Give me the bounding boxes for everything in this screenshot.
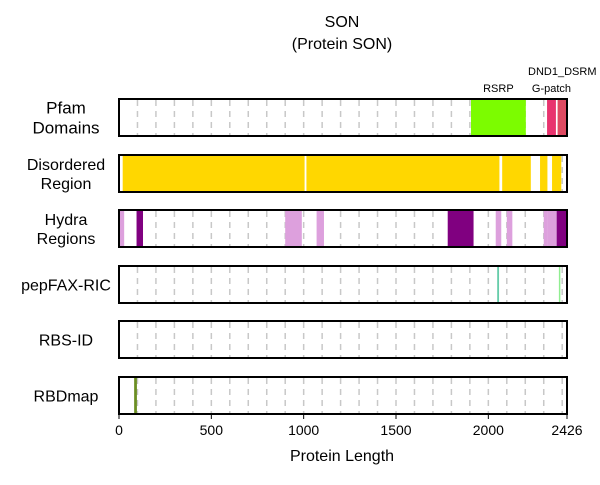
x-tick-label: 0 bbox=[115, 422, 123, 438]
chart-subtitle: (Protein SON) bbox=[292, 36, 392, 53]
domain-label: DND1_DSRM bbox=[528, 66, 596, 78]
feature-hydra bbox=[119, 210, 125, 247]
track-label-hydra: Hydra bbox=[45, 212, 88, 229]
feature-hydra bbox=[543, 210, 548, 247]
domain-label: RSRP bbox=[483, 83, 514, 95]
track-label-hydra: Regions bbox=[37, 231, 96, 248]
feature-pfam bbox=[547, 99, 556, 136]
x-axis: 0 500 1000 1500 2000 2426 bbox=[115, 414, 583, 438]
feature-pepfax bbox=[558, 266, 561, 303]
feature-disordered bbox=[122, 155, 305, 192]
feature-hydra bbox=[495, 210, 502, 247]
track-label-rbdmap: RBDmap bbox=[34, 389, 99, 406]
x-tick-label: 2426 bbox=[551, 422, 582, 438]
feature-disordered bbox=[540, 155, 548, 192]
track-rbsid: RBS-ID bbox=[39, 320, 568, 359]
track-disordered: Disordered Region bbox=[27, 154, 568, 193]
track-border bbox=[118, 320, 568, 359]
track-label-pfam: Domains bbox=[32, 119, 99, 138]
feature-hydra bbox=[556, 210, 567, 247]
feature-rbdmap bbox=[134, 377, 137, 414]
feature-hydra bbox=[447, 210, 474, 247]
track-background bbox=[119, 210, 567, 247]
feature-hydra bbox=[136, 210, 144, 247]
track-background bbox=[119, 266, 567, 303]
track-label-pepfax: pepFAX-RIC bbox=[21, 278, 111, 295]
feature-hydra bbox=[547, 210, 557, 247]
track-rbdmap: RBDmap bbox=[34, 376, 568, 415]
track-label-pfam: Pfam bbox=[46, 99, 86, 118]
track-background bbox=[119, 377, 567, 414]
feature-disordered bbox=[306, 155, 500, 192]
track-pepfax: pepFAX-RIC bbox=[21, 265, 568, 304]
track-background bbox=[119, 321, 567, 358]
track-border bbox=[118, 265, 568, 304]
track-label-disordered: Region bbox=[41, 176, 92, 193]
x-tick-label: 2000 bbox=[473, 422, 504, 438]
track-border bbox=[118, 154, 568, 193]
x-tick-label: 1000 bbox=[288, 422, 319, 438]
feature-pfam bbox=[470, 99, 526, 136]
feature-hydra bbox=[506, 210, 513, 247]
x-axis-label: Protein Length bbox=[290, 448, 394, 465]
track-border bbox=[118, 209, 568, 248]
feature-hydra bbox=[285, 210, 302, 247]
track-label-disordered: Disordered bbox=[27, 157, 105, 174]
track-border bbox=[118, 376, 568, 415]
feature-pfam bbox=[557, 99, 567, 136]
feature-disordered bbox=[552, 155, 562, 192]
track-hydra: Hydra Regions bbox=[37, 209, 568, 248]
chart-title: SON bbox=[325, 14, 360, 31]
domain-label: G-patch bbox=[532, 83, 571, 95]
x-tick-label: 1500 bbox=[380, 422, 411, 438]
track-border bbox=[118, 98, 568, 137]
x-tick-label: 500 bbox=[200, 422, 224, 438]
feature-hydra bbox=[316, 210, 324, 247]
feature-disordered bbox=[502, 155, 531, 192]
feature-pepfax bbox=[497, 266, 500, 303]
track-label-rbsid: RBS-ID bbox=[39, 333, 93, 350]
